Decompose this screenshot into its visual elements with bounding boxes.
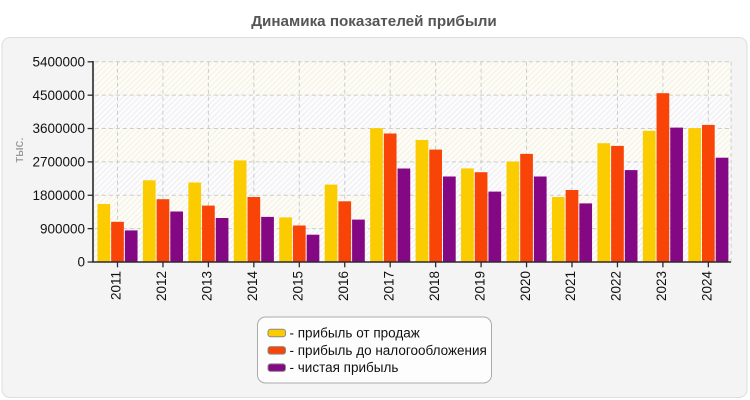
- svg-text:Динамика показателей прибыли: Динамика показателей прибыли: [251, 13, 497, 30]
- svg-text:2021: 2021: [563, 271, 578, 301]
- svg-text:- прибыль до налогообложения: - прибыль до налогообложения: [290, 343, 487, 358]
- svg-text:4500000: 4500000: [32, 88, 85, 103]
- svg-text:900000: 900000: [40, 221, 85, 236]
- svg-text:2700000: 2700000: [32, 155, 85, 170]
- svg-text:2016: 2016: [336, 271, 351, 301]
- svg-text:2017: 2017: [381, 271, 396, 301]
- svg-text:5400000: 5400000: [32, 55, 85, 70]
- svg-text:2023: 2023: [654, 271, 669, 301]
- svg-text:- чистая прибыль: - чистая прибыль: [290, 360, 399, 375]
- svg-text:- прибыль от продаж: - прибыль от продаж: [290, 326, 420, 341]
- svg-text:2015: 2015: [291, 271, 306, 301]
- svg-text:тыс.: тыс.: [11, 137, 26, 162]
- svg-text:1800000: 1800000: [32, 188, 85, 203]
- svg-text:2012: 2012: [154, 271, 169, 301]
- svg-text:2020: 2020: [518, 271, 533, 301]
- svg-text:2018: 2018: [427, 271, 442, 301]
- svg-text:2024: 2024: [700, 271, 715, 302]
- svg-text:2011: 2011: [109, 271, 124, 300]
- svg-text:2013: 2013: [200, 271, 215, 301]
- svg-text:2014: 2014: [245, 271, 260, 302]
- svg-text:3600000: 3600000: [32, 121, 85, 136]
- svg-text:2022: 2022: [609, 271, 624, 301]
- svg-text:0: 0: [77, 255, 85, 270]
- svg-text:2019: 2019: [472, 271, 487, 301]
